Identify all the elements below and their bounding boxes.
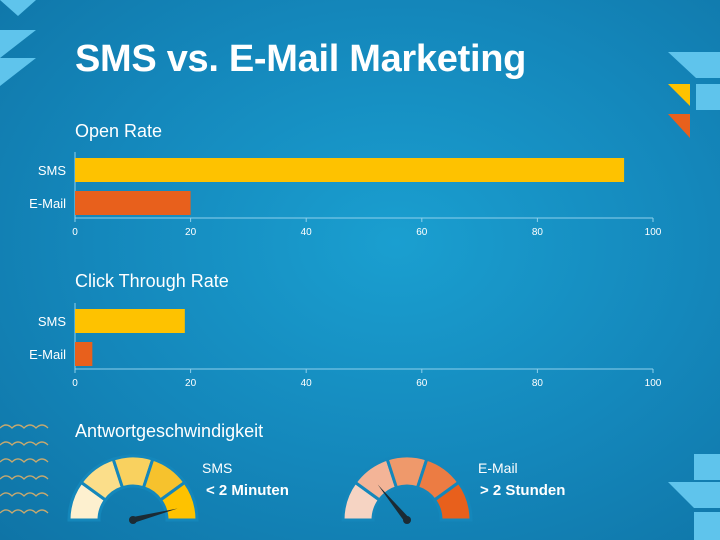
page-title: SMS vs. E-Mail Marketing [75,38,527,80]
gauge-hub [403,516,411,524]
bar [75,342,93,366]
triangle-decoration-bottom-right [668,454,720,540]
x-tick-label: 100 [645,378,662,389]
gauge-segment [432,480,473,522]
bar [75,309,185,333]
wave-line [0,509,49,514]
x-tick-label: 0 [72,378,78,389]
x-tick-label: 40 [301,227,313,238]
bar [75,191,191,215]
triangle-decoration-top-left [0,0,36,86]
wave-line [0,424,49,429]
x-tick-label: 60 [416,227,428,238]
email-speed-gauge [341,454,473,524]
wave-line [0,475,49,480]
category-label: E-Mail [29,347,66,362]
wave-line [0,458,49,463]
email-gauge-label: E-Mail [478,460,518,476]
triangle-icon [694,512,720,540]
triangle-icon [668,114,690,138]
x-tick-label: 100 [645,227,662,238]
sms-speed-gauge [67,454,199,524]
gauge-hub [129,516,137,524]
bar [75,158,625,182]
click-through-rate-chart: SMS E-Mail 0 20 40 60 80 100 [29,303,662,389]
x-tick-label: 60 [416,378,428,389]
x-tick-label: 80 [532,378,544,389]
triangle-icon [0,30,36,58]
triangle-icon [694,454,720,480]
gauge-needle [132,508,178,523]
email-gauge-value: > 2 Stunden [480,482,566,499]
open-rate-title: Open Rate [75,121,163,141]
triangle-icon [0,58,36,86]
x-tick-label: 40 [301,378,313,389]
category-label: SMS [38,314,67,329]
open-rate-chart: SMS E-Mail 0 20 40 60 80 100 [29,152,662,238]
triangle-icon [694,482,720,508]
triangle-icon [696,84,720,110]
wave-line [0,492,49,497]
wave-decoration [0,424,49,514]
gauge-needle [377,484,410,522]
triangle-icon [668,482,694,508]
triangle-icon [668,84,690,106]
response-speed-title: Antwortgeschwindigkeit [75,421,264,441]
category-label: E-Mail [29,196,66,211]
x-tick-label: 20 [185,227,197,238]
triangle-icon [668,52,696,78]
category-label: SMS [38,163,67,178]
sms-gauge-value: < 2 Minuten [206,482,289,499]
wave-line [0,441,49,446]
x-tick-label: 80 [532,227,544,238]
triangle-icon [0,0,36,16]
triangle-icon [696,52,720,78]
x-tick-label: 20 [185,378,197,389]
triangle-decoration-top-right [668,52,720,138]
ctr-title: Click Through Rate [75,271,229,291]
sms-gauge-label: SMS [202,460,233,476]
x-tick-label: 0 [72,227,78,238]
